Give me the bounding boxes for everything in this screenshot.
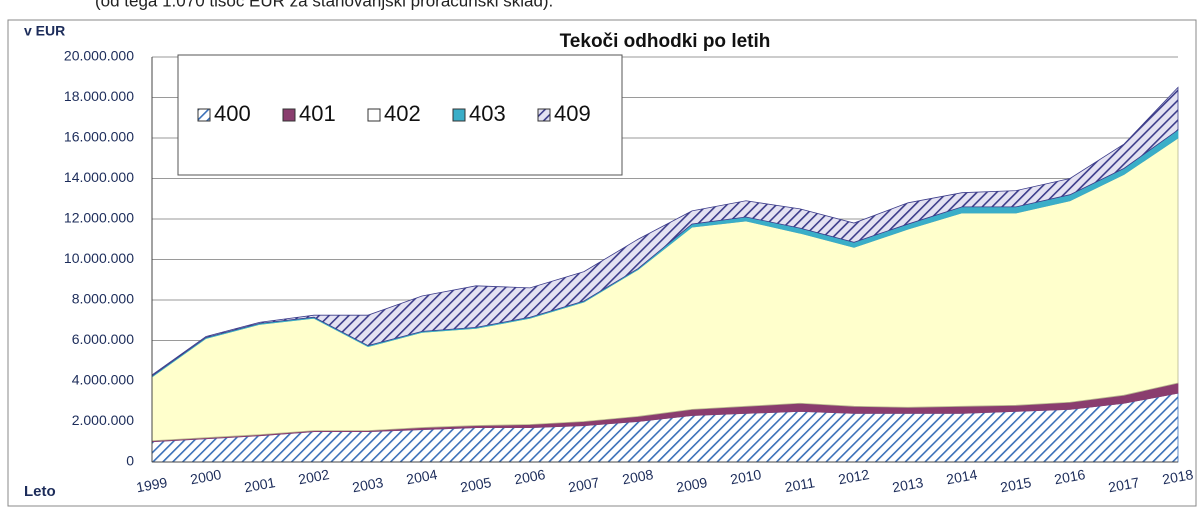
legend-swatch <box>367 108 381 122</box>
y-tick-label: 16.000.000 <box>64 129 134 145</box>
y-tick-label: 18.000.000 <box>64 88 134 104</box>
chart-title: Tekoči odhodki po letih <box>560 31 771 52</box>
y-tick-label: 4.000.000 <box>72 372 134 388</box>
x-tick-label: 2015 <box>999 474 1033 495</box>
x-tick-label: 2011 <box>784 474 817 495</box>
y-tick-label: 6.000.000 <box>72 331 134 347</box>
legend-swatch <box>282 108 296 122</box>
y-tick-label: 2.000.000 <box>72 412 134 428</box>
legend-label: 402 <box>384 101 421 126</box>
x-tick-label: 2016 <box>1053 466 1087 487</box>
x-tick-label: 2012 <box>837 466 871 487</box>
x-tick-label: 2006 <box>513 466 547 487</box>
y-tick-label: 0 <box>126 453 134 469</box>
x-tick-label: 2001 <box>243 474 277 495</box>
area-402 <box>151 137 1179 442</box>
x-tick-label: 2007 <box>567 474 601 495</box>
x-tick-label: 1999 <box>135 474 169 495</box>
x-tick-label: 2013 <box>891 474 925 495</box>
legend-label: 400 <box>214 101 251 126</box>
legend-label: 401 <box>299 101 336 126</box>
x-tick-label: 2003 <box>351 474 385 495</box>
x-tick-label: 2004 <box>405 466 439 487</box>
legend-swatch <box>537 108 551 122</box>
legend-label: 403 <box>469 101 506 126</box>
y-tick-label: 12.000.000 <box>64 210 134 226</box>
header-text: (od tega 1.070 tisoč EUR za stanovanjski… <box>95 0 553 10</box>
x-tick-label: 2017 <box>1107 474 1141 495</box>
x-tick-label: 2005 <box>459 474 493 495</box>
y-tick-label: 10.000.000 <box>64 250 134 266</box>
y-tick-label: 20.000.000 <box>64 48 134 64</box>
y-axis-label: v EUR <box>24 23 65 39</box>
chart-frame <box>7 19 1197 507</box>
x-tick-label: 2014 <box>945 466 979 487</box>
x-axis-label: Leto <box>24 483 56 500</box>
y-tick-label: 8.000.000 <box>72 291 134 307</box>
y-tick-label: 14.000.000 <box>64 169 134 185</box>
legend-swatch <box>452 108 466 122</box>
area-409 <box>151 86 1179 377</box>
x-tick-label: 2018 <box>1161 466 1195 487</box>
x-tick-label: 2010 <box>729 466 763 487</box>
x-tick-label: 2000 <box>189 466 223 487</box>
legend-label: 409 <box>554 101 591 126</box>
legend-swatch <box>197 108 211 122</box>
x-tick-label: 2002 <box>297 466 331 487</box>
x-tick-label: 2008 <box>621 466 655 487</box>
x-tick-label: 2009 <box>675 474 709 495</box>
